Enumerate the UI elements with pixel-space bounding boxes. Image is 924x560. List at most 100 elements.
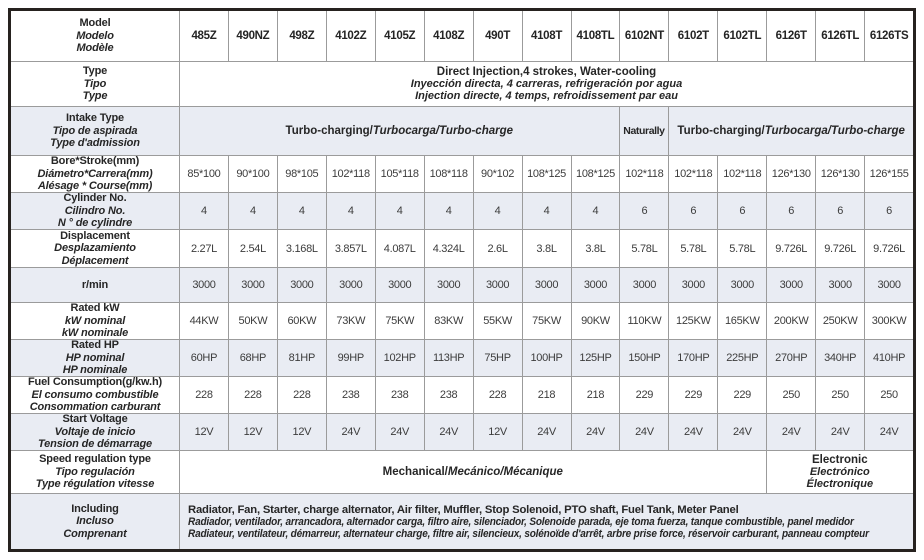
bore-stroke-cell: 102*118 bbox=[327, 156, 376, 192]
row-rpm: r/min 3000 3000 3000 3000 3000 3000 3000 3000 30… bbox=[11, 268, 913, 303]
bore-stroke-cell: 102*118 bbox=[620, 156, 670, 192]
rated-hp-cell: 270HP bbox=[767, 340, 817, 376]
model-header-cell: 6126T bbox=[767, 11, 817, 61]
label-intake-fr: Type d'admission bbox=[50, 137, 140, 150]
speed-mech-es: Mecánico/ bbox=[447, 466, 504, 478]
fuel-consumption-cell: 218 bbox=[523, 377, 572, 413]
rated-kw-cell: 44KW bbox=[180, 303, 229, 339]
intake-turbo-en: Turbo-charging/ bbox=[285, 125, 373, 137]
label-type-es: Tipo bbox=[83, 77, 107, 90]
start-voltage-cell: 12V bbox=[180, 414, 229, 450]
displacement-cell: 3.8L bbox=[523, 230, 572, 267]
displacement-cell: 5.78L bbox=[620, 230, 670, 267]
displacement-cell: 3.857L bbox=[327, 230, 376, 267]
bore-stroke-cell: 126*155 bbox=[869, 168, 909, 180]
bore-stroke-cell: 102*118 bbox=[669, 156, 719, 192]
rated-hp-cell: 340HP bbox=[816, 340, 866, 376]
speed-mech-en: Mechanical/ bbox=[382, 466, 448, 478]
model-header-cell: 490T bbox=[474, 11, 523, 61]
fuel-consumption-cell: 228 bbox=[229, 377, 278, 413]
rated-kw-cell: 75KW bbox=[376, 303, 425, 339]
rpm-cell: 3000 bbox=[523, 268, 572, 302]
fuel-consumption-cell: 238 bbox=[376, 377, 425, 413]
row-speed-regulation: Speed regulation type Tipo regulación Ty… bbox=[11, 451, 913, 494]
fuel-consumption-cell: 238 bbox=[425, 377, 474, 413]
row-model: Model Modelo Modèle 485Z 490NZ 498Z 4102Z 41… bbox=[11, 11, 913, 62]
start-voltage-cell: 12V bbox=[229, 414, 278, 450]
speed-elec-fr: Électronique bbox=[806, 478, 874, 490]
row-label-type: Type Tipo Type bbox=[11, 62, 180, 106]
cylinder-count-cell: 4 bbox=[180, 193, 229, 229]
label-type-en: Type bbox=[82, 65, 108, 78]
rated-hp-cell: 68HP bbox=[229, 340, 278, 376]
label-rpm: r/min bbox=[81, 278, 109, 291]
label-including-es: Incluso bbox=[76, 515, 114, 528]
speed-elec-en: Electronic bbox=[811, 454, 868, 466]
label-displacement-es: Desplazamiento bbox=[54, 242, 136, 255]
start-voltage-cell: 24V bbox=[523, 414, 572, 450]
rpm-cell: 3000 bbox=[877, 279, 901, 291]
intake-turbo-en-2: Turbo-charging/ bbox=[677, 125, 765, 137]
rpm-cell: 3000 bbox=[767, 268, 817, 302]
start-voltage-cell: 24V bbox=[572, 414, 621, 450]
displacement-cell: 2.54L bbox=[229, 230, 278, 267]
model-header-cell: 6126TS bbox=[869, 30, 909, 42]
label-cylinder-fr: N ° de cylindre bbox=[57, 217, 133, 230]
row-label-fuel: Fuel Consumption(g/kw.h) El consumo comb… bbox=[11, 376, 180, 413]
rated-kw-cell: 165KW bbox=[718, 303, 768, 339]
rpm-cell: 3000 bbox=[376, 268, 425, 302]
cylinder-count-cell: 4 bbox=[278, 193, 327, 229]
rated-kw-cell: 75KW bbox=[523, 303, 572, 339]
rated-kw-cell: 110KW bbox=[620, 303, 670, 339]
model-header-cell: 6102NT bbox=[620, 11, 670, 61]
label-including-fr: Comprenant bbox=[63, 527, 127, 540]
label-displacement-fr: Déplacement bbox=[61, 254, 129, 267]
start-voltage-cell: 24V bbox=[879, 426, 899, 438]
intake-naturally-label: Naturally bbox=[623, 125, 665, 137]
including-value-es: Radiador, ventilador, arrancadora, alter… bbox=[188, 515, 854, 528]
fuel-consumption-cell: 228 bbox=[278, 377, 327, 413]
intake-turbo-left-cell: Turbo-charging/Turbocarga/Turbo-charge bbox=[180, 107, 620, 155]
start-voltage-cell: 24V bbox=[718, 414, 768, 450]
label-hp-fr: HP nominale bbox=[62, 364, 128, 377]
row-label-including: Including Incluso Comprenant bbox=[11, 494, 180, 549]
rated-hp-cell: 150HP bbox=[620, 340, 670, 376]
intake-turbo-fr-2: Turbo-charge bbox=[830, 125, 905, 137]
row-label-speed: Speed regulation type Tipo regulación Ty… bbox=[11, 451, 180, 493]
fuel-consumption-cell: 229 bbox=[718, 377, 768, 413]
rpm-cell: 3000 bbox=[425, 268, 474, 302]
rated-hp-cell: 81HP bbox=[278, 340, 327, 376]
displacement-cell: 4.087L bbox=[376, 230, 425, 267]
row-label-rated-kw: Rated kW kW nominal kW nominale bbox=[11, 302, 180, 339]
rated-hp-cell: 170HP bbox=[669, 340, 719, 376]
label-bore-en: Bore*Stroke(mm) bbox=[50, 155, 140, 168]
row-intake: Intake Type Tipo de aspirada Type d'admi… bbox=[11, 107, 913, 156]
speed-elec-es: Electrónico bbox=[809, 466, 870, 478]
row-label-rated-hp: Rated HP HP nominal HP nominale bbox=[11, 339, 180, 377]
row-label-voltage: Start Voltage Voltaje de inicio Tension … bbox=[11, 413, 180, 450]
rated-hp-cell: 102HP bbox=[376, 340, 425, 376]
intake-turbo-right-cell: Turbo-charging/Turbocarga/Turbo-charge bbox=[669, 107, 913, 155]
rpm-cell: 3000 bbox=[474, 268, 523, 302]
start-voltage-cell: 24V bbox=[376, 414, 425, 450]
rated-kw-cell: 55KW bbox=[474, 303, 523, 339]
bore-stroke-cell: 126*130 bbox=[767, 156, 817, 192]
row-type: Type Tipo Type Direct Injection,4 stroke… bbox=[11, 62, 913, 107]
label-intake-es: Tipo de aspirada bbox=[52, 124, 138, 137]
displacement-cell: 3.168L bbox=[278, 230, 327, 267]
label-speed-es: Tipo regulación bbox=[55, 465, 135, 478]
label-kw-es: kW nominal bbox=[64, 314, 126, 327]
rated-hp-cell: 60HP bbox=[180, 340, 229, 376]
type-value-en: Direct Injection,4 strokes, Water-coolin… bbox=[436, 66, 657, 78]
intake-turbo-fr: Turbo-charge bbox=[439, 125, 514, 137]
rated-hp-cell: 410HP bbox=[873, 352, 906, 364]
displacement-cell: 9.726L bbox=[873, 242, 906, 255]
row-label-rpm: r/min bbox=[11, 268, 180, 302]
rpm-cell: 3000 bbox=[816, 268, 866, 302]
cylinder-count-cell: 4 bbox=[425, 193, 474, 229]
speed-mech-fr: Mécanique bbox=[503, 466, 563, 478]
engine-spec-table: Model Modelo Modèle 485Z 490NZ 498Z 4102Z 41… bbox=[8, 8, 916, 552]
row-rated-hp: Rated HP HP nominal HP nominale 60HP 68HP… bbox=[11, 339, 913, 377]
speed-mechanical-cell: Mechanical/Mecánico/Mécanique bbox=[180, 451, 767, 493]
fuel-consumption-cell: 250 bbox=[880, 389, 898, 401]
